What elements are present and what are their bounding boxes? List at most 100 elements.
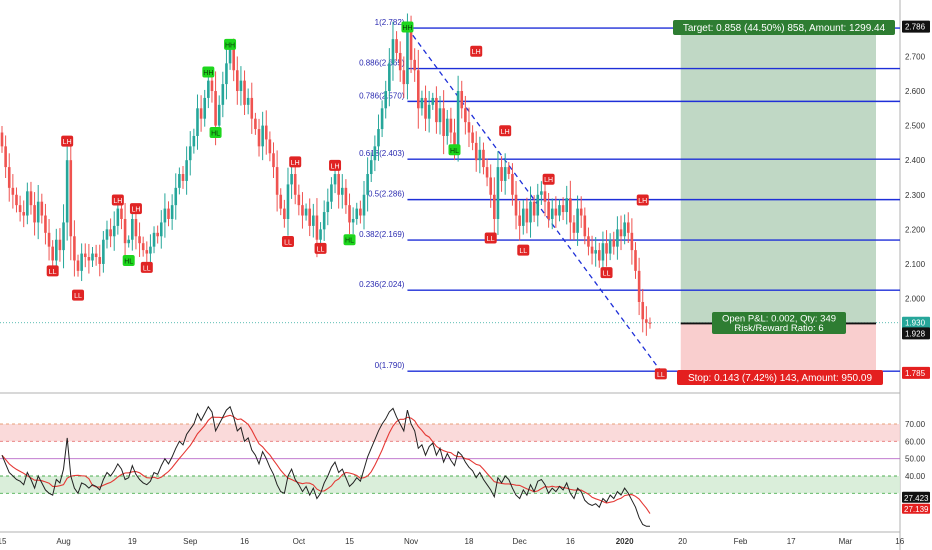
swing-badge [289,156,302,168]
position-tool[interactable]: Target: 0.858 (44.50%) 858, Amount: 1299… [673,20,895,385]
candle-body [290,174,293,185]
price-tick-label: 2.100 [905,260,926,269]
swing-badge [517,244,530,256]
pnl-label-box [712,312,846,334]
candle-body [87,257,91,261]
swing-badge [209,127,222,139]
swing-badge-text: LH [63,139,72,146]
candle-body [322,212,326,230]
candle-body [11,187,15,195]
candle-body [36,201,40,223]
time-tick-label: Aug [56,537,70,546]
fib-level-label: 0.886(2.665) [359,59,405,68]
price-badge [902,316,930,329]
candle-body [442,108,445,136]
candle-body [579,208,583,216]
candle-body [199,108,203,119]
time-tick-label: 15 [345,537,354,546]
trend-line [406,27,662,372]
candle-body [598,250,601,261]
candle-body [62,222,65,251]
candle-body [319,229,322,240]
candle-body [109,229,112,237]
candle-body [540,191,543,195]
candle-body [26,191,29,216]
candle-body [51,246,54,261]
candle-body [550,208,554,219]
candle-body [612,239,616,247]
candlestick-series [0,13,652,336]
swing-badge [46,265,59,277]
candle-body [58,239,62,251]
fib-level-label: 0.236(2.024) [359,280,405,289]
candle-body [91,253,94,261]
candle-body [547,201,550,219]
candle-body [308,208,311,226]
candle-body [83,253,87,258]
candle-body [102,239,105,264]
time-tick-label: 18 [465,537,474,546]
candle-body [76,260,80,271]
swing-badge-text: HL [345,238,354,245]
swing-badge-text: LH [544,177,553,184]
time-tick-label: 17 [787,537,796,546]
fib-level-label: 0.786(2.570) [359,91,405,100]
candle-body [482,149,485,168]
candle-body [333,174,337,185]
candle-body [192,135,196,147]
candle-body [217,104,221,126]
candle-body [543,191,547,202]
time-tick-label: 20 [678,537,687,546]
candle-body [402,70,406,85]
rsi-ma-line [1,414,651,514]
time-tick-label: Mar [839,537,853,546]
swing-badge [401,21,414,33]
candle-body [474,142,478,161]
swing-badge-text: LL [317,246,325,253]
swing-badge-text: LH [131,207,140,214]
candle-body [138,236,141,244]
swing-badge-text: LH [472,49,481,56]
swing-badge-text: LH [638,198,647,205]
rsi-oversold-band [0,476,900,494]
swing-badge [636,194,649,206]
candle-body [275,167,279,195]
candle-body [326,201,330,213]
candle-body [569,198,572,223]
rsi-ma-badge [902,503,930,514]
rsi-value-text: 27.423 [904,494,929,503]
candle-body [366,174,369,195]
price-badge-text: 1.928 [905,329,926,338]
candle-body [467,122,471,133]
rsi-line [1,405,650,527]
candle-body [268,139,272,154]
candle-body [529,201,532,223]
price-badge [902,20,930,33]
swing-badge [314,242,327,254]
candle-body [47,232,51,247]
candle-body [163,208,167,223]
candle-body [4,146,7,168]
price-badge-text: 1.930 [905,319,926,328]
candle-body [590,246,594,254]
candle-body [445,118,449,136]
price-badge [902,327,930,340]
swing-labels: LH LL LL LH LH HL LL HH HH HL LH LL LL LH HL HH LH HL LH LL… [46,21,667,380]
candle-body [69,160,73,237]
candle-body [449,118,453,133]
swing-badge [600,267,613,279]
swing-badge-text: HL [211,131,220,138]
candle-body [431,97,435,105]
candle-body [464,108,467,123]
candle-body [283,208,286,219]
candle-body [608,239,612,254]
candle-body [243,80,246,105]
candle-body [438,108,442,123]
swing-badge [224,38,237,50]
swing-badge-text: LL [487,236,495,243]
candle-body [427,104,431,119]
candle-body [507,167,511,175]
swing-badge [542,173,555,185]
swing-badge-text: HH [203,70,213,77]
